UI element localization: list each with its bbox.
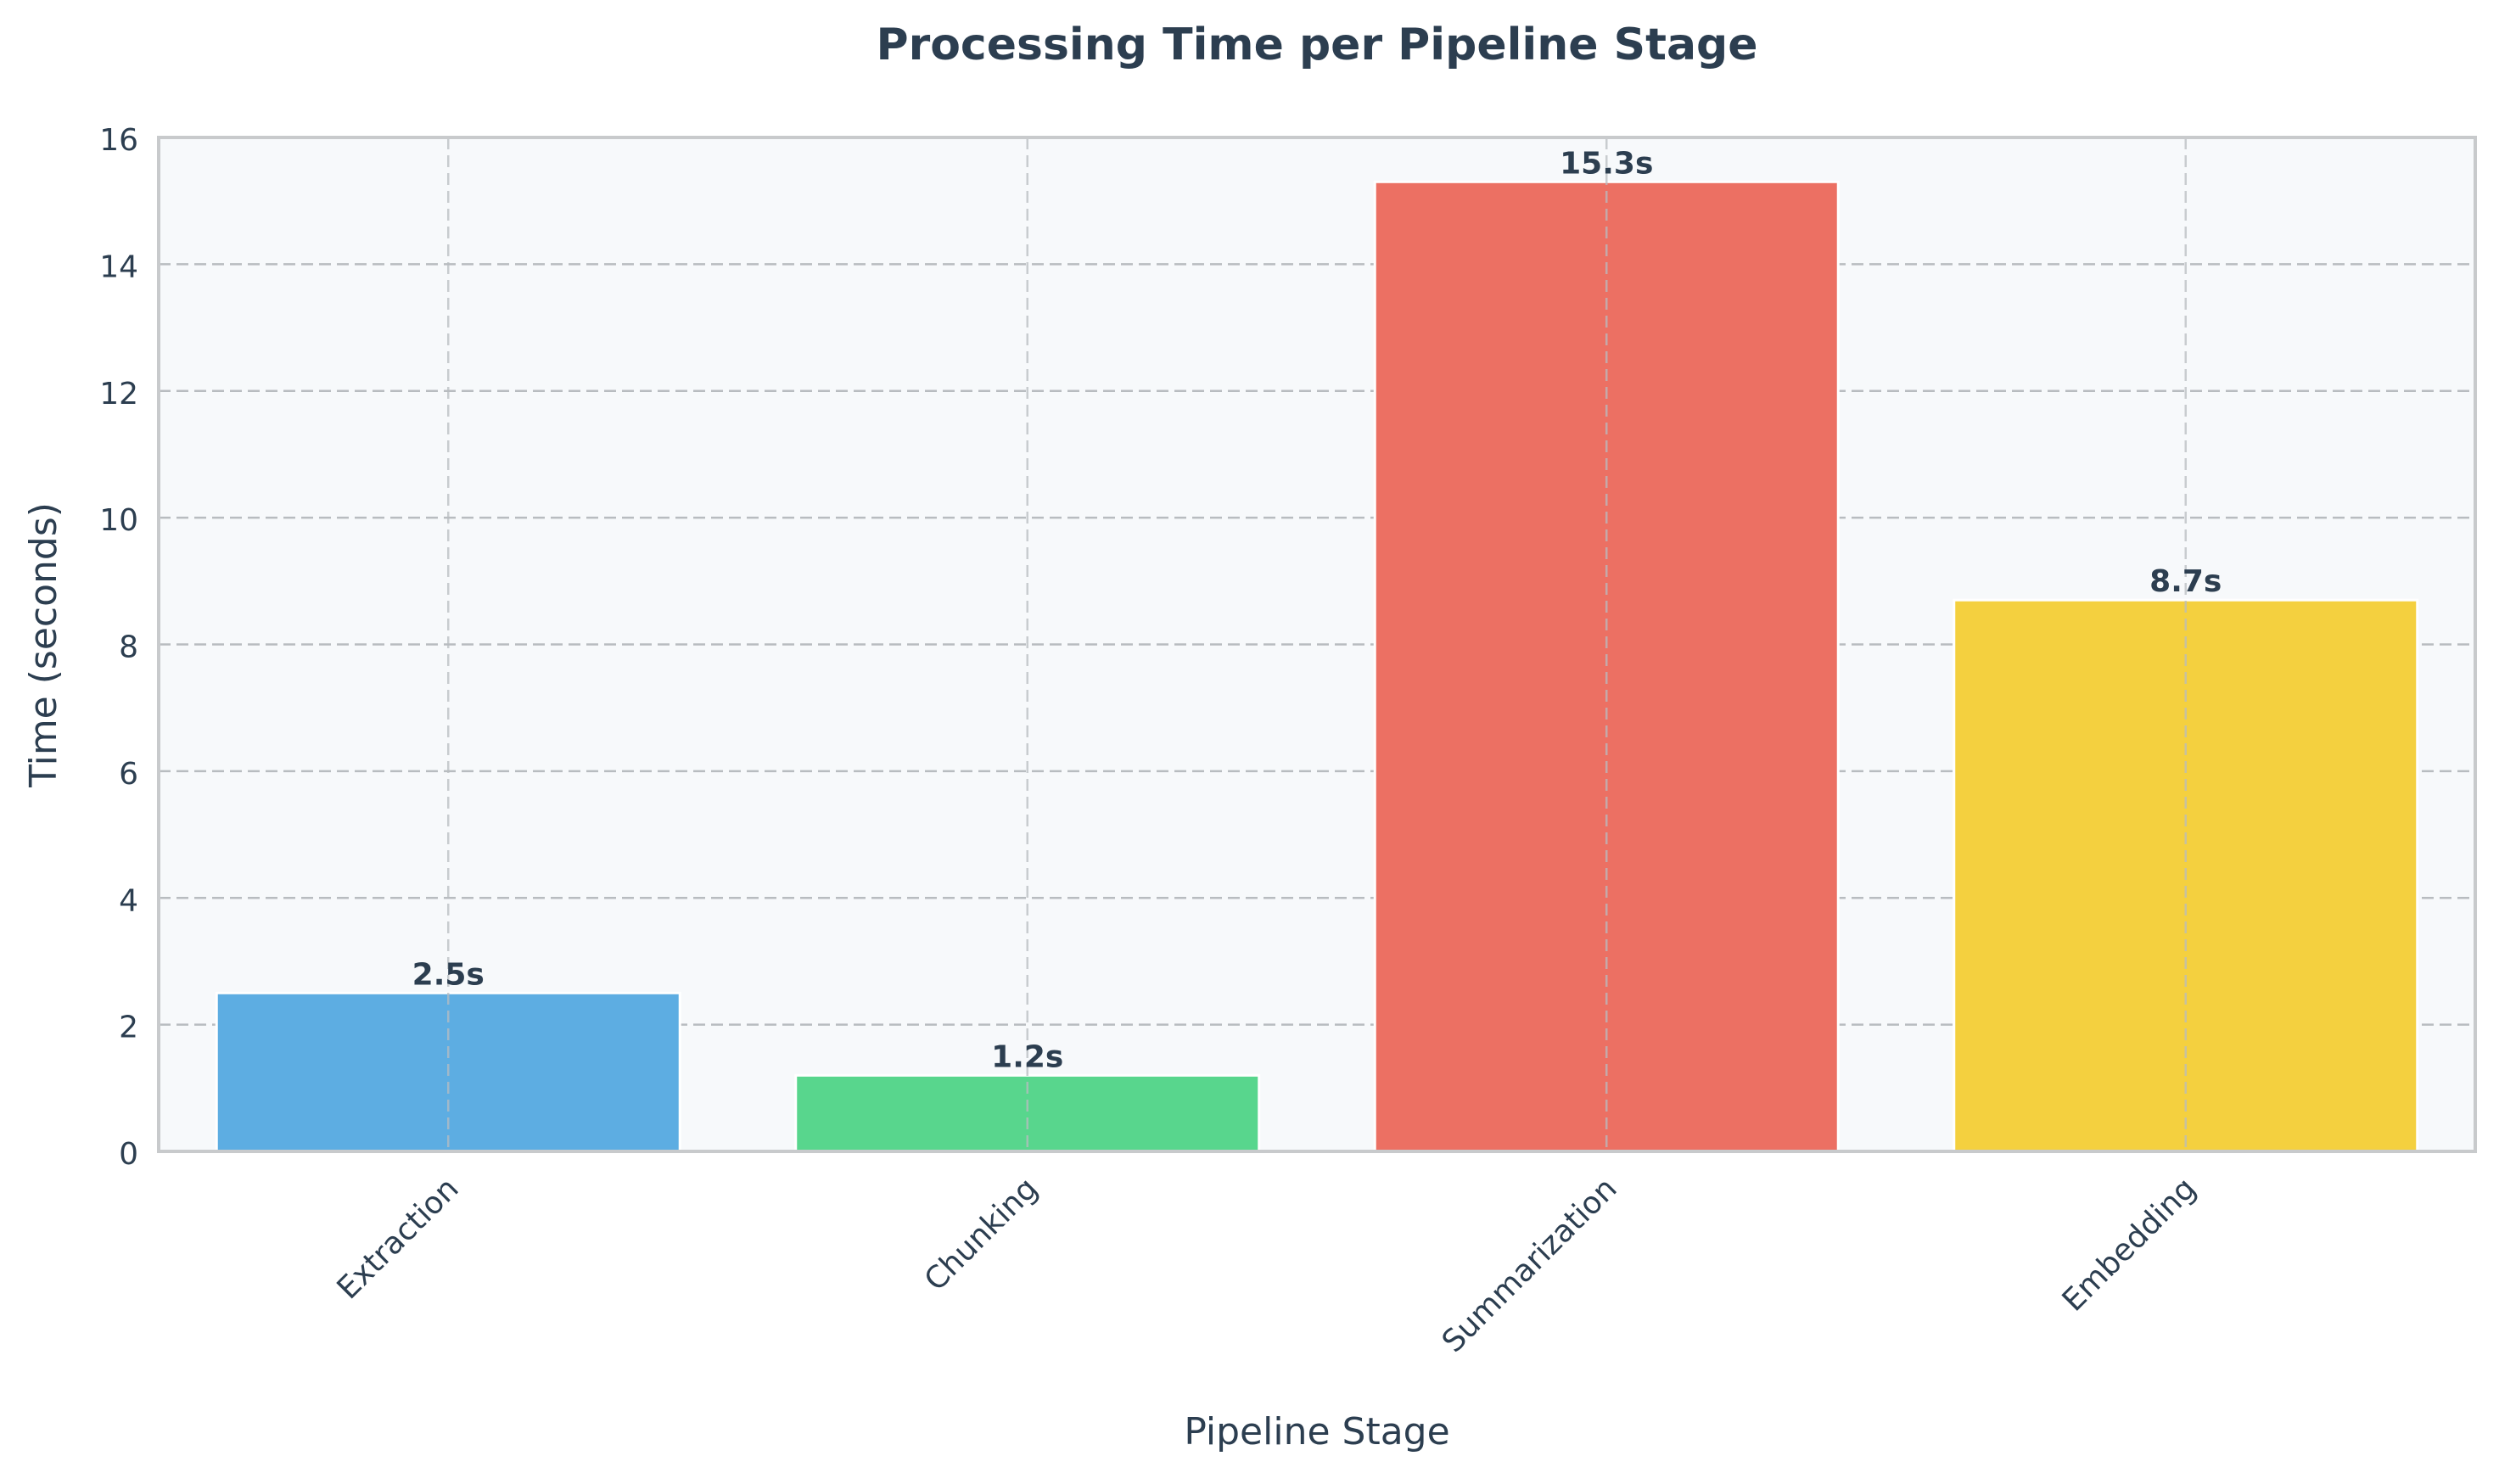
y-tick-label: 12 <box>99 377 138 412</box>
y-tick-label: 8 <box>119 630 138 665</box>
x-axis-title: Pipeline Stage <box>1184 1410 1449 1453</box>
bar-value-label: 8.7s <box>2149 564 2222 599</box>
bar-value-label: 1.2s <box>991 1039 1063 1074</box>
y-tick-label: 4 <box>119 883 138 918</box>
bar-value-label: 15.3s <box>1560 146 1653 181</box>
y-tick-label: 14 <box>99 249 138 284</box>
y-tick-label: 0 <box>119 1137 138 1172</box>
chart-title: Processing Time per Pipeline Stage <box>876 20 1757 70</box>
value-labels: 2.5s 1.2s 15.3s 8.7s <box>412 146 2222 1074</box>
y-tick-label: 10 <box>99 503 138 538</box>
vertical-grid-lines <box>447 137 2187 1151</box>
plot-frame <box>157 136 2477 1153</box>
y-tick-label: 2 <box>119 1011 138 1045</box>
y-axis-ticks: 0 2 4 6 8 10 12 14 16 <box>99 123 138 1172</box>
y-tick-label: 6 <box>119 757 138 792</box>
y-tick-label: 16 <box>99 123 138 158</box>
bar-value-label: 2.5s <box>412 957 485 992</box>
y-axis-title: Time (seconds) <box>22 502 65 788</box>
